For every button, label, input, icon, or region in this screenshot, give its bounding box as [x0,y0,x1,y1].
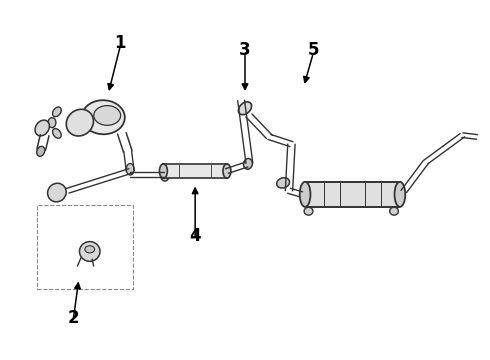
Ellipse shape [48,118,56,128]
Ellipse shape [37,147,45,156]
Ellipse shape [82,100,125,134]
Ellipse shape [48,183,66,202]
Ellipse shape [94,105,121,125]
Ellipse shape [277,178,290,188]
Ellipse shape [52,107,61,117]
Ellipse shape [159,164,168,178]
Text: 2: 2 [67,310,79,328]
Text: 5: 5 [308,41,319,59]
Ellipse shape [85,246,95,253]
Ellipse shape [66,109,94,136]
Ellipse shape [300,182,311,207]
Bar [37,205,133,289]
Ellipse shape [35,120,49,136]
Ellipse shape [394,182,405,207]
Ellipse shape [160,168,169,181]
Ellipse shape [223,164,231,178]
Text: 4: 4 [189,227,201,245]
Text: 1: 1 [115,34,126,52]
Ellipse shape [239,102,251,115]
Ellipse shape [52,129,61,138]
Ellipse shape [304,207,313,215]
Ellipse shape [244,158,252,169]
Text: 3: 3 [239,41,251,59]
FancyBboxPatch shape [306,182,399,207]
Ellipse shape [390,207,398,215]
Ellipse shape [126,163,134,175]
Ellipse shape [79,242,100,261]
